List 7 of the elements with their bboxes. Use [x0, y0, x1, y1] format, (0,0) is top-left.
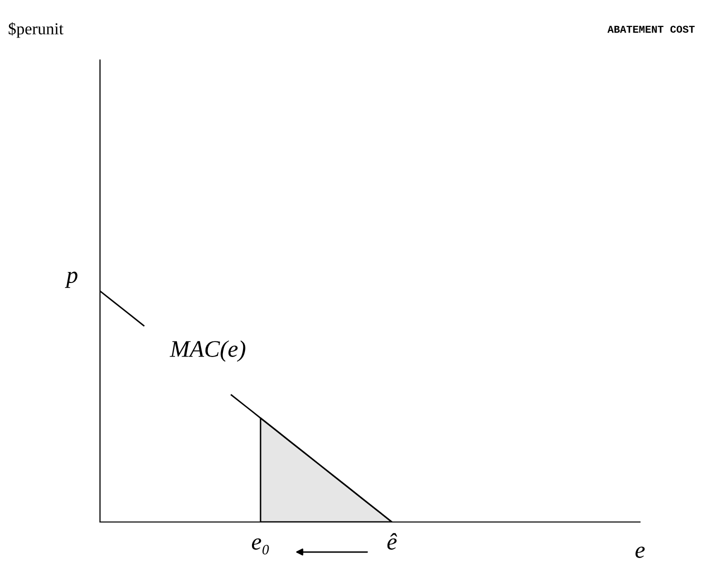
- x-axis-title: e: [635, 546, 645, 558]
- text: p: [64, 272, 78, 288]
- x-tick-label: ê: [387, 533, 398, 550]
- text: $perunit: [8, 22, 64, 38]
- annotation: MAC(e): [170, 340, 246, 362]
- x-tick-label: e₀: [252, 538, 269, 554]
- chart-title: ABATEMENT COST: [607, 26, 695, 33]
